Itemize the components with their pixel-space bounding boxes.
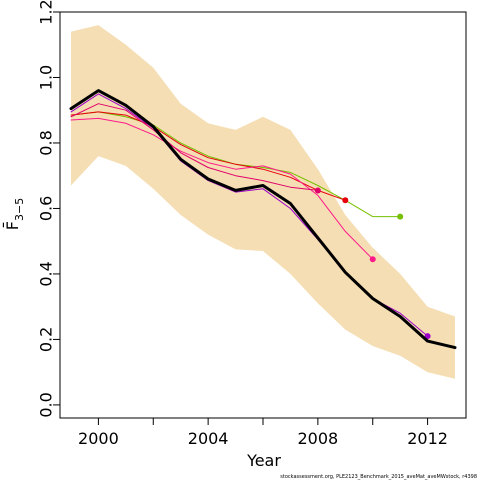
y-axis-title-subscript: 3−5 — [13, 198, 26, 221]
footnote: stockassessment.org, PLE2123_Benchmark_2… — [280, 474, 477, 480]
x-axis-title: Year — [246, 451, 281, 470]
series-end-point-4 — [314, 187, 321, 194]
y-tick-label: 0.6 — [37, 196, 56, 221]
series-end-point-3 — [369, 256, 376, 263]
x-tick-label: 2008 — [298, 429, 339, 448]
y-axis-title: F̄3−5 — [3, 198, 26, 230]
confidence-band-layer — [71, 25, 455, 379]
series-end-point-1 — [397, 213, 404, 220]
y-tick-label: 0.2 — [37, 327, 56, 352]
y-tick-label: 1.0 — [37, 65, 56, 90]
x-tick-label: 2000 — [78, 429, 119, 448]
series-layer — [69, 89, 457, 350]
series-end-point-5 — [424, 333, 431, 340]
y-tick-label: 0.0 — [37, 392, 56, 417]
x-tick-label: 2012 — [407, 429, 448, 448]
series-line-4 — [70, 103, 319, 191]
y-tick-label: 1.2 — [37, 0, 56, 25]
axis-layer: 2000 2004 2008 2012 0.0 0.2 0.4 0.6 0.8 1.0 1.2 — [37, 0, 448, 448]
x-tick-label: 2004 — [188, 429, 229, 448]
series-line-3 — [70, 117, 374, 260]
y-tick-label: 0.4 — [37, 261, 56, 286]
series-line-0 — [69, 89, 457, 350]
y-axis-title-main: F̄ — [3, 221, 22, 230]
y-tick-label: 0.8 — [37, 130, 56, 155]
confidence-band — [71, 25, 455, 379]
series-end-point-2 — [342, 197, 349, 204]
svg-text:F̄3−5: F̄3−5 — [3, 198, 26, 230]
